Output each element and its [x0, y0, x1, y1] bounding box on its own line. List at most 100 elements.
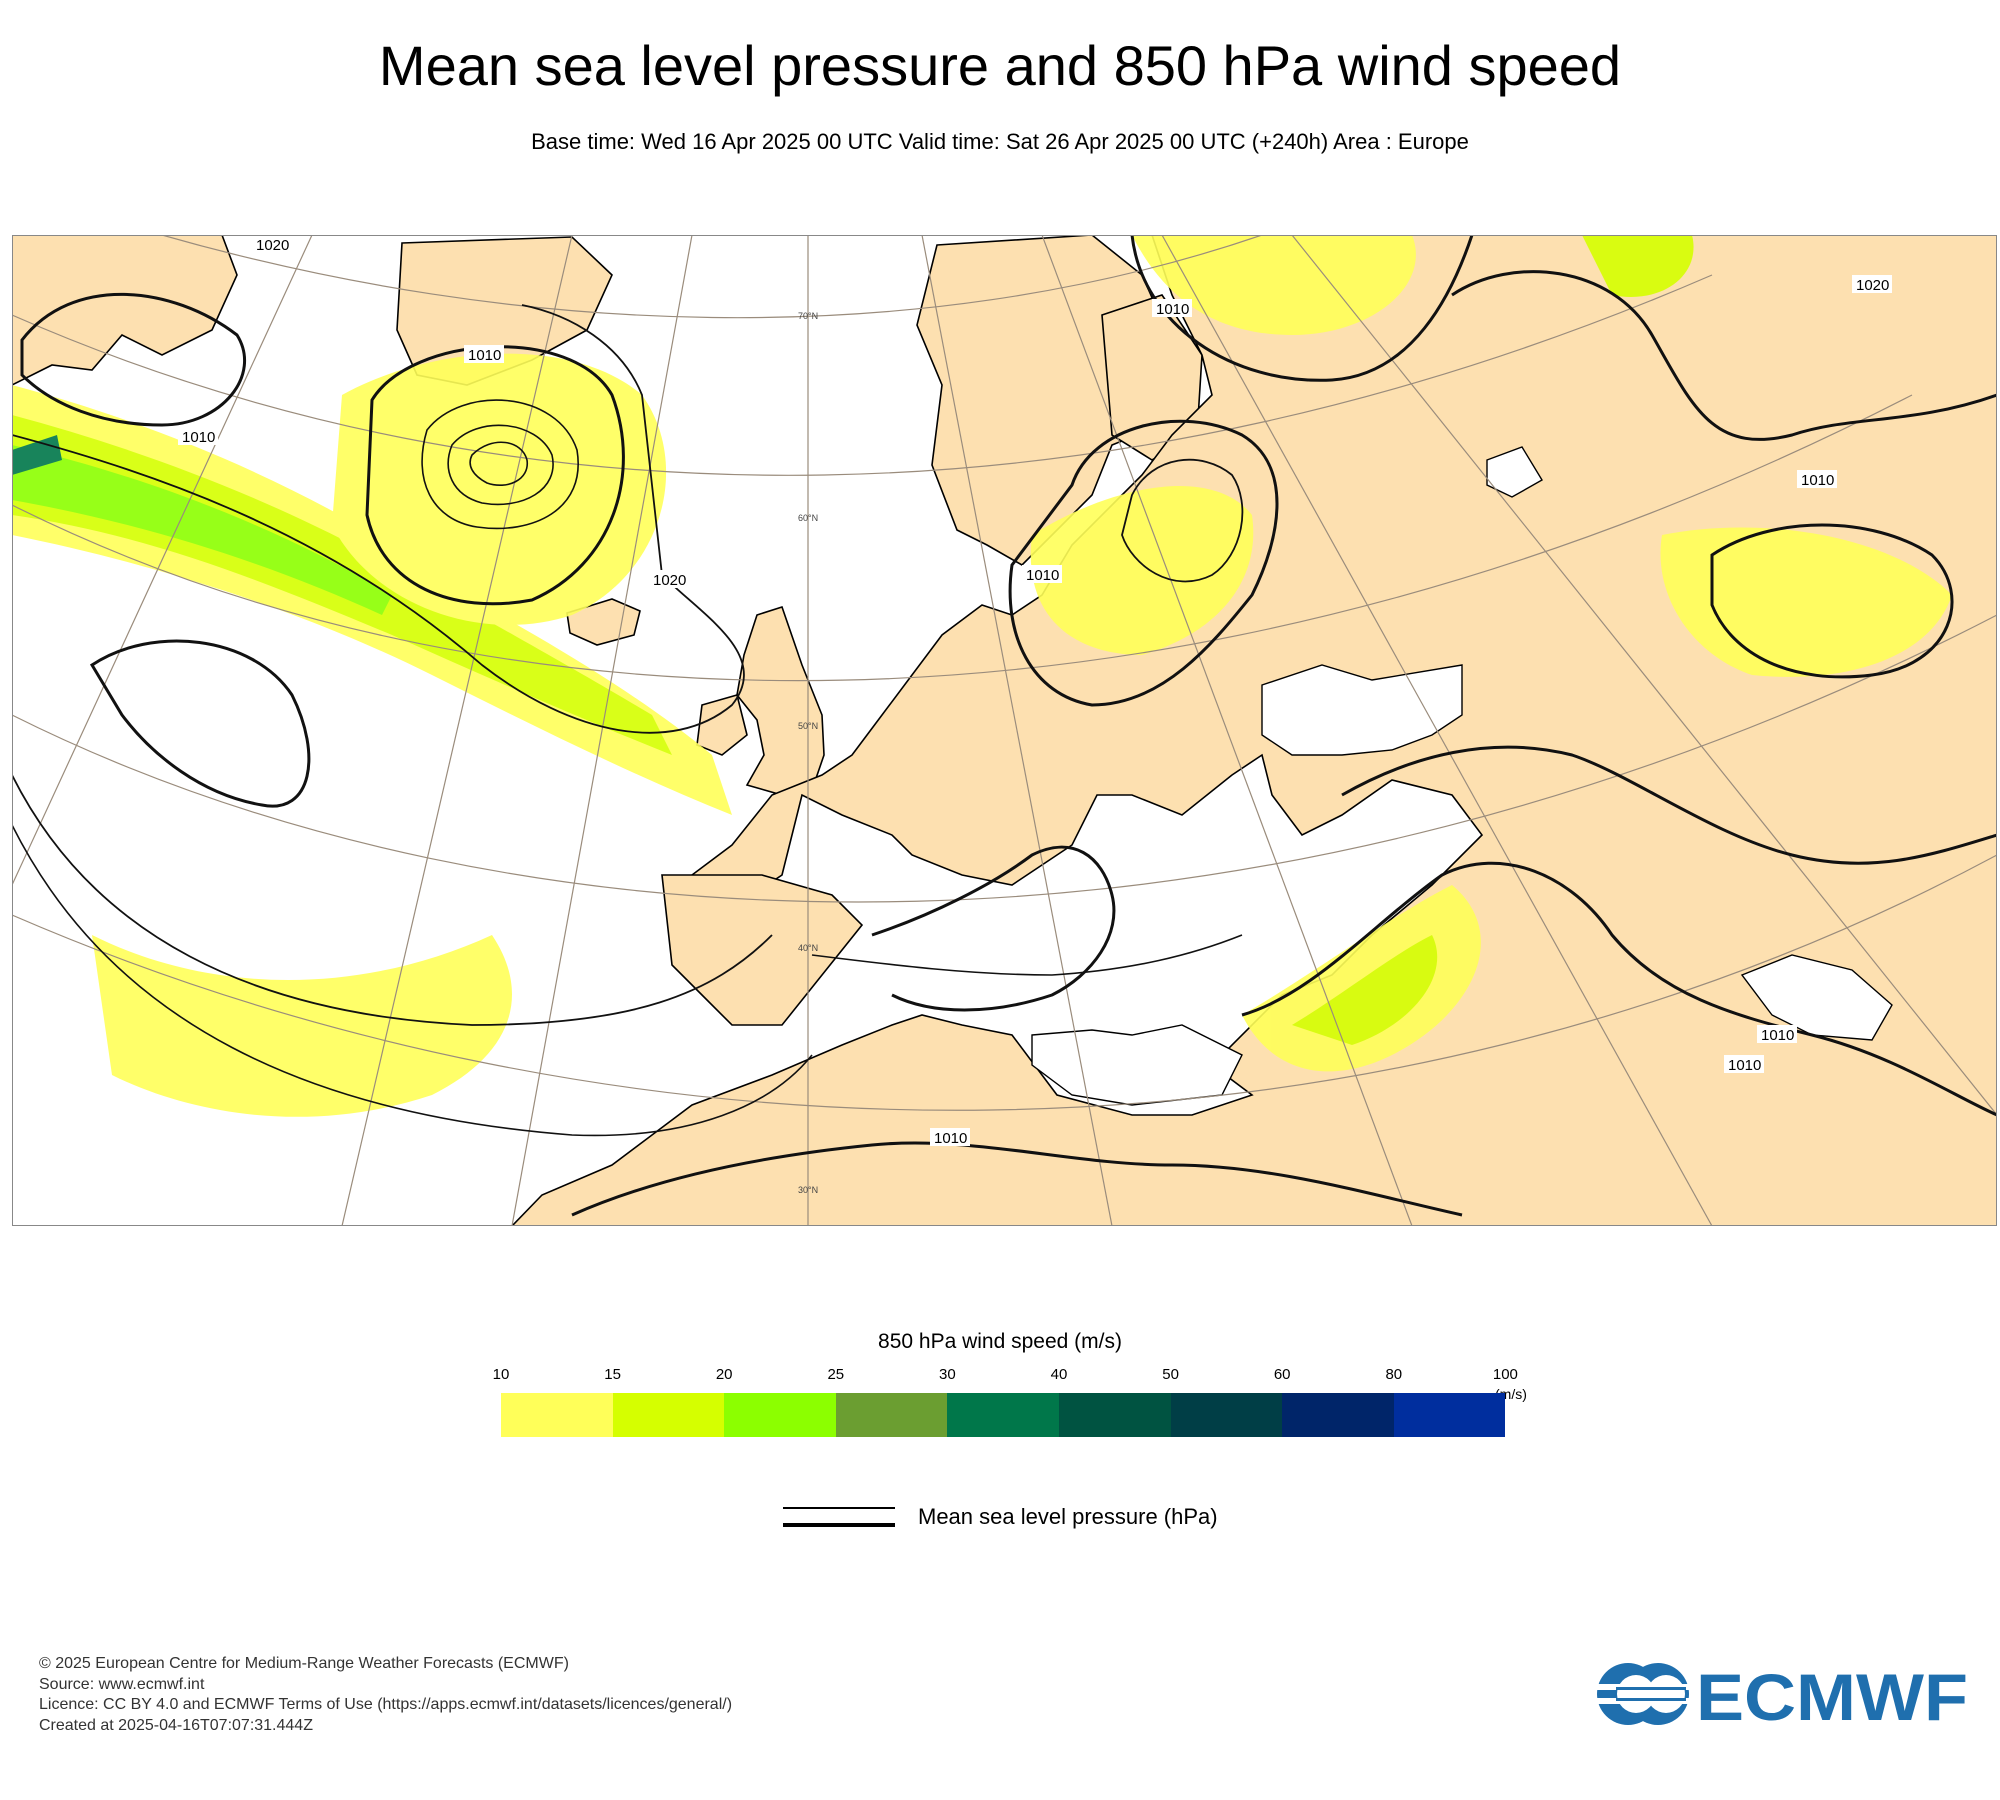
land-main-continent	[510, 235, 1997, 1226]
isobar-south-atlantic	[12, 774, 773, 1026]
wind-colorbar	[501, 1393, 1506, 1437]
black-sea	[1261, 664, 1463, 756]
legend-tick: 25	[827, 1366, 845, 1383]
land-canada	[12, 235, 238, 386]
isobar-label-7: 1020	[1852, 275, 1892, 294]
latitude-labels: 70°N 60°N 50°N 40°N 30°N	[798, 311, 818, 1195]
colorbar-segment-3	[835, 1393, 948, 1437]
wind-legend-ticks: 10 15 20 25 30 40 50 60 80 100	[493, 1366, 1601, 1386]
isobar-label-10: 1010	[1724, 1055, 1764, 1074]
svg-text:1010: 1010	[1801, 472, 1834, 489]
legend-tick: 80	[1385, 1366, 1403, 1383]
ecmwf-logo-mark	[1596, 1663, 1691, 1725]
isobar-labels: 1020 1010 1010 1020 1010 1010 1020 1010 …	[178, 235, 1892, 1147]
wind-legend-title: 850 hPa wind speed (m/s)	[878, 1330, 1122, 1353]
caspian-sea	[1740, 954, 1893, 1041]
colorbar-segment-0	[501, 1393, 613, 1437]
isobar-label-5: 1010	[1152, 299, 1192, 318]
isobar-russia-1010-bold	[1451, 270, 1997, 441]
ecmwf-logo[interactable]: ECMWF	[1596, 1660, 1971, 1728]
wind-arctic-east-15	[1582, 235, 1694, 297]
isobar-label-11: 1010	[930, 1128, 970, 1147]
lat-label-60: 60°N	[798, 513, 818, 523]
colorbar-segment-8	[1393, 1393, 1506, 1437]
graticule-lat-30	[12, 854, 1997, 1111]
graticule-lon-w40	[12, 235, 313, 886]
graticule-lon-e30	[1161, 235, 1713, 1226]
svg-text:1010: 1010	[1156, 301, 1189, 318]
graticule-lon-w10	[511, 235, 693, 1226]
svg-text:1010: 1010	[1761, 1027, 1794, 1044]
land-iceland	[566, 598, 641, 646]
europe-map[interactable]: 1020 1010 1010 1020 1010 1010 1020 1010 …	[12, 235, 1997, 1226]
isobar-label-4: 1020	[649, 570, 689, 589]
wind-low-iceland-ring	[332, 353, 667, 625]
isobar-low-center-2	[447, 424, 554, 506]
isobar-east-1010	[1341, 745, 1997, 865]
legend-tick: 20	[715, 1366, 733, 1383]
lat-label-50: 50°N	[798, 721, 818, 731]
pressure-line-thin	[783, 1507, 895, 1509]
graticule-lon-e10	[921, 235, 1113, 1226]
graticule-lon-w20	[341, 235, 573, 1226]
svg-text:1020: 1020	[653, 572, 686, 589]
graticule	[12, 235, 1997, 1226]
legend-tick: 50	[1162, 1366, 1179, 1383]
svg-text:1010: 1010	[1026, 567, 1059, 584]
isobar-africa-1010-bold	[571, 1141, 1463, 1217]
isobar-central-europe-1010-bold	[1008, 419, 1279, 707]
graticule-lat-70	[161, 235, 1263, 319]
isobar-atlantic-1020	[12, 304, 745, 734]
wind-jet-atlantic-20	[12, 445, 392, 615]
isobar-north-canada	[20, 292, 247, 427]
pressure-legend-label: Mean sea level pressure (hPa)	[918, 1504, 1218, 1529]
isobar-label-3: 1010	[178, 427, 218, 446]
svg-text:1020: 1020	[256, 237, 289, 254]
isobar-label-8: 1010	[1797, 470, 1837, 489]
footer-licence: Licence: CC BY 4.0 and ECMWF Terms of Us…	[39, 1696, 733, 1713]
wind-scandinavia-10	[1030, 486, 1254, 655]
isobar-label-6: 1010	[1022, 565, 1062, 584]
graticule-lon-e20	[1041, 235, 1413, 1226]
colorbar-segment-6	[1170, 1393, 1283, 1437]
isobar-label-9: 1010	[1757, 1025, 1797, 1044]
svg-text:1010: 1010	[182, 429, 215, 446]
isobar-low-center-3	[421, 399, 579, 530]
footer-created: Created at 2025-04-16T07:07:31.444Z	[39, 1716, 313, 1734]
lat-label-40: 40°N	[798, 943, 818, 953]
isobar-label-2: 1010	[464, 345, 504, 364]
graticule-lon-e40	[1291, 235, 1997, 1116]
isobar-high-azores-bold	[89, 639, 311, 808]
legend-tick: 10	[492, 1366, 510, 1383]
isobar-central-europe-inner	[1121, 458, 1244, 583]
legend-tick: 100	[1492, 1366, 1518, 1383]
colorbar-segment-7	[1282, 1393, 1394, 1437]
wind-speed-shading	[12, 235, 1952, 1117]
wind-south-atlantic-10	[92, 935, 512, 1117]
pressure-legend-lines	[783, 1505, 895, 1531]
land-masses	[12, 235, 1997, 1226]
lat-label-30: 30°N	[798, 1185, 818, 1195]
colorbar-segment-2	[724, 1393, 836, 1437]
chart-title: Mean sea level pressure and 850 hPa wind…	[378, 34, 1622, 97]
legend-tick: 15	[604, 1366, 621, 1383]
isobar-med-inner	[811, 934, 1243, 976]
isobar-middle-east-bold	[1241, 861, 1997, 1117]
legend-tick: 30	[939, 1366, 956, 1383]
ecmwf-logo-text: ECMWF	[1696, 1660, 1968, 1728]
lat-label-70: 70°N	[798, 311, 818, 321]
colorbar-segment-1	[612, 1393, 725, 1437]
map-frame	[12, 235, 1997, 1226]
wind-east-med-15	[1292, 935, 1438, 1045]
inland-seas	[1031, 446, 1893, 1106]
svg-text:1020: 1020	[1856, 277, 1889, 294]
land-iberia	[661, 874, 864, 1026]
footer-source: Source: www.ecmwf.int	[39, 1675, 205, 1693]
graticule-lat-60	[12, 274, 1713, 476]
chart-subtitle: Base time: Wed 16 Apr 2025 00 UTC Valid …	[531, 129, 1469, 154]
legend-tick: 60	[1273, 1366, 1291, 1383]
isobar-russia-inner	[1710, 523, 1954, 679]
isobar-south-atlantic-2	[12, 824, 813, 1137]
svg-text:1010: 1010	[934, 1130, 967, 1147]
colorbar-segment-5	[1058, 1393, 1171, 1437]
